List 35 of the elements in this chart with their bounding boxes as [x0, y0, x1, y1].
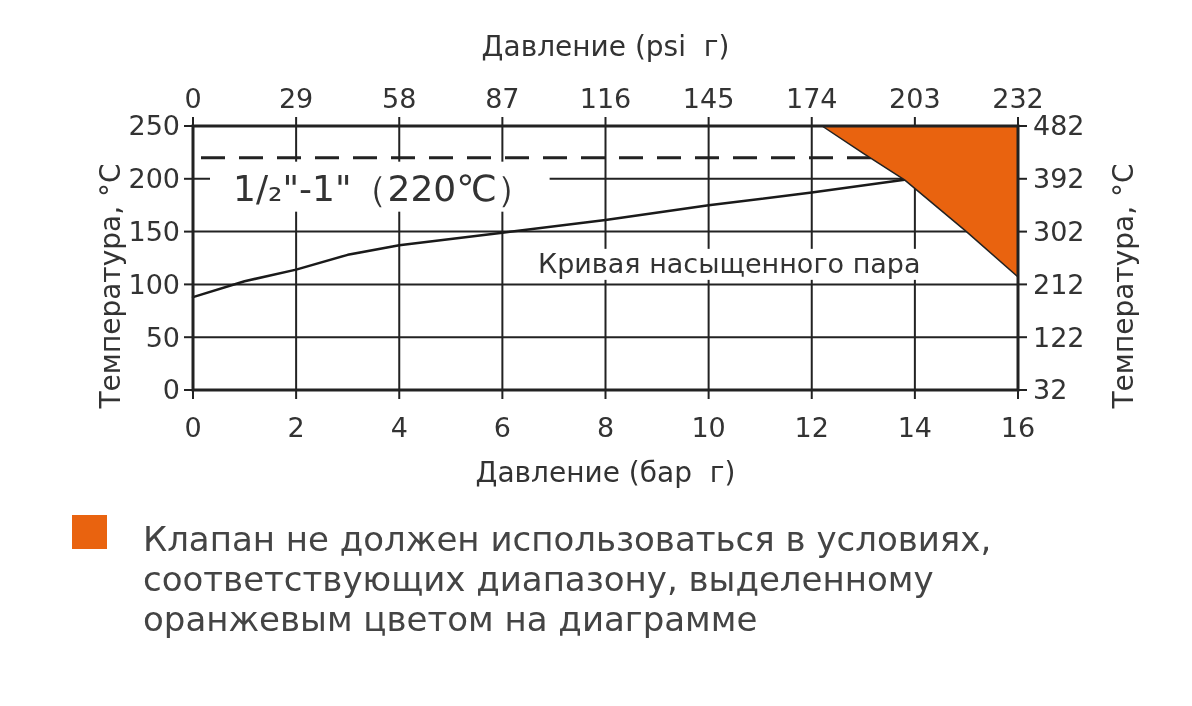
x2-axis-title: Давление (psi г) [481, 30, 730, 63]
y2-tick-label: 32 [1033, 374, 1068, 406]
x-tick-label: 8 [596, 412, 615, 443]
y-tick-label: 250 [128, 110, 180, 142]
y2-tick-label: 212 [1033, 268, 1085, 300]
x2-tick-label: 203 [889, 83, 941, 114]
y-tick-label: 100 [128, 268, 180, 300]
x2-tick-label: 0 [184, 83, 202, 114]
x-tick-label: 6 [493, 412, 511, 443]
y2-tick-label: 122 [1033, 321, 1085, 353]
y-tick-label: 50 [145, 321, 180, 353]
legend-label: Клапан не должен использоваться в условиях, соответствующих диапазону, выделенному оранжевым цветом на диаграмме [143, 519, 992, 639]
y2-axis-title: Температура, °C [1107, 163, 1140, 410]
x-tick-label: 16 [1000, 412, 1036, 443]
y-tick-label: 0 [162, 374, 180, 406]
ref-line-label: 1/₂"-1"（220℃） [233, 167, 533, 209]
x-tick-label: 0 [184, 412, 202, 443]
x2-tick-label: 116 [579, 83, 632, 114]
y-axis-title: Температура, °C [94, 163, 127, 410]
y2-tick-label: 302 [1033, 216, 1085, 248]
x2-tick-label: 87 [485, 83, 520, 114]
x2-tick-label: 29 [278, 83, 314, 114]
x2-tick-label: 58 [382, 83, 417, 114]
x-axis-title: Давление (бар г) [475, 456, 736, 489]
x-tick-label: 14 [897, 412, 933, 443]
x-tick-label: 10 [691, 412, 726, 443]
x-tick-label: 4 [390, 412, 408, 443]
x2-tick-label: 174 [785, 83, 838, 114]
y-tick-label: 150 [128, 216, 180, 248]
series-label: Кривая насыщенного пара [538, 247, 921, 279]
x2-tick-label: 145 [682, 83, 735, 114]
x-tick-label: 2 [287, 412, 305, 443]
y2-tick-label: 392 [1033, 163, 1085, 195]
y-tick-label: 200 [128, 163, 180, 195]
x-tick-label: 12 [794, 412, 829, 443]
